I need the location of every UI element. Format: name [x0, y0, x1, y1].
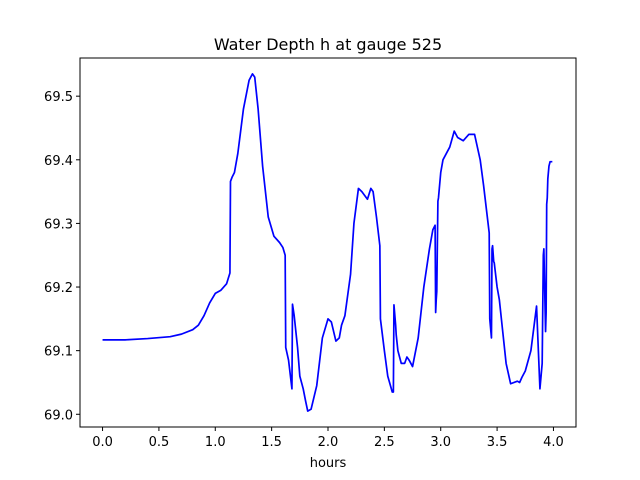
x-tick-label: 2.5	[374, 435, 395, 450]
y-tick-label: 69.5	[44, 90, 73, 105]
x-tick-label: 2.0	[318, 435, 339, 450]
plot-area	[102, 73, 553, 412]
y-tick-label: 69.0	[44, 408, 73, 423]
x-axis-label: hours	[310, 456, 347, 471]
series-line-0	[102, 73, 553, 412]
x-tick-label: 4.0	[543, 435, 564, 450]
y-axis-ticks: 69.0 69.1 69.2 69.3 69.4 69.5	[44, 90, 80, 423]
y-tick-label: 69.2	[44, 281, 73, 296]
x-tick-label: 0.5	[149, 435, 170, 450]
chart-title: Water Depth h at gauge 525	[214, 35, 442, 54]
x-tick-label: 3.5	[487, 435, 508, 450]
x-tick-label: 3.0	[430, 435, 451, 450]
x-tick-label: 0.0	[92, 435, 113, 450]
axes-frame	[79, 57, 577, 428]
x-axis-ticks: 0.0 0.5 1.0 1.5 2.0 2.5 3.0 3.5 4.0	[92, 427, 564, 450]
x-tick-label: 1.0	[205, 435, 226, 450]
y-tick-label: 69.3	[44, 217, 73, 232]
y-tick-label: 69.4	[44, 154, 73, 169]
y-tick-label: 69.1	[44, 345, 73, 360]
x-tick-label: 1.5	[261, 435, 282, 450]
